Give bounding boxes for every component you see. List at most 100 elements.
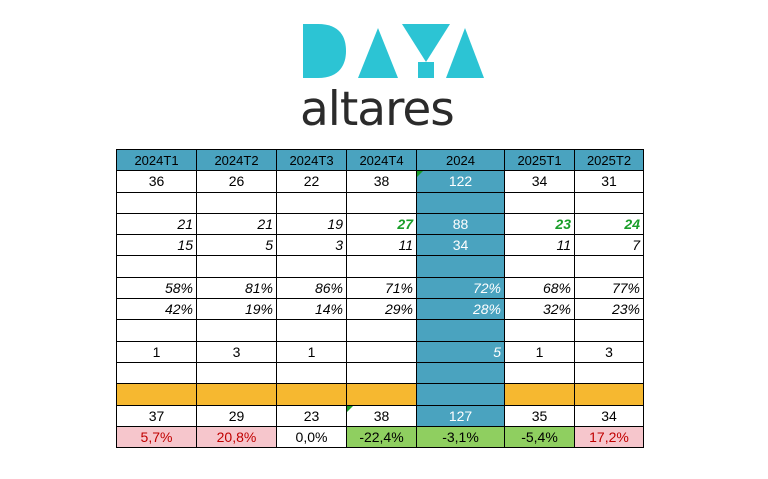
table-cell: 31 xyxy=(574,170,644,193)
header-row: 2024T1 2024T2 2024T3 2024T4 2024 2025T1 … xyxy=(116,148,644,172)
table-cell: 32% xyxy=(504,298,575,321)
table-row xyxy=(116,361,644,385)
table-cell: 3 xyxy=(276,234,347,257)
table-cell-total xyxy=(416,383,505,406)
data-table: 2024T1 2024T2 2024T3 2024T4 2024 2025T1 … xyxy=(116,148,644,449)
table-cell: 19 xyxy=(276,212,347,236)
table-row: 15 5 3 11 34 11 7 xyxy=(116,234,644,257)
table-cell xyxy=(196,319,277,342)
change-cell-neutral: 0,0% xyxy=(276,425,347,449)
table-cell: 68% xyxy=(504,276,575,300)
table-cell-highlight: 27 xyxy=(346,212,417,236)
table-cell: 11 xyxy=(504,234,575,257)
table-cell xyxy=(116,191,197,214)
col-header: 2024T4 xyxy=(346,148,417,172)
table-cell: 58% xyxy=(116,276,197,300)
table-cell-total xyxy=(416,191,505,214)
change-cell-positive: -5,4% xyxy=(504,425,575,449)
table-cell: 34 xyxy=(504,170,575,193)
change-cell-negative: 20,8% xyxy=(196,425,277,449)
table-row: 21 21 19 27 88 23 24 xyxy=(116,212,644,236)
table-cell-total xyxy=(416,361,505,385)
col-header: 2025T2 xyxy=(574,148,644,172)
col-header: 2024T1 xyxy=(116,148,197,172)
table-cell xyxy=(346,340,417,363)
table-cell xyxy=(346,191,417,214)
table-cell: 1 xyxy=(504,340,575,363)
table-cell: 23% xyxy=(574,298,644,321)
col-header: 2025T1 xyxy=(504,148,575,172)
change-cell-positive: -22,4% xyxy=(346,425,417,449)
table-cell xyxy=(504,383,575,406)
table-cell: 21 xyxy=(116,212,197,236)
table-cell: 42% xyxy=(116,298,197,321)
table-cell: 22 xyxy=(276,170,347,193)
table-cell xyxy=(276,255,347,278)
table-row: 58% 81% 86% 71% 72% 68% 77% xyxy=(116,276,644,300)
table-cell xyxy=(276,383,347,406)
table-cell: 15 xyxy=(116,234,197,257)
table-row-change: 5,7% 20,8% 0,0% -22,4% -3,1% -5,4% 17,2% xyxy=(116,425,644,449)
table-cell: 36 xyxy=(116,170,197,193)
table-cell: 34 xyxy=(574,404,644,427)
table-cell: 3 xyxy=(196,340,277,363)
table-cell: 23 xyxy=(276,404,347,427)
table-cell xyxy=(116,361,197,385)
table-cell-total: 122 xyxy=(416,170,505,193)
table-cell: 29% xyxy=(346,298,417,321)
table-cell: 1 xyxy=(276,340,347,363)
table-cell-total: 34 xyxy=(416,234,505,257)
table-cell-total: 88 xyxy=(416,212,505,236)
table-cell: 5 xyxy=(196,234,277,257)
table-row xyxy=(116,319,644,342)
table-cell-total: 72% xyxy=(416,276,505,300)
table-cell: 14% xyxy=(276,298,347,321)
table-cell-highlight: 23 xyxy=(504,212,575,236)
table-cell: 7 xyxy=(574,234,644,257)
table-cell: 3 xyxy=(574,340,644,363)
change-cell-negative: 17,2% xyxy=(574,425,644,449)
table-cell xyxy=(196,361,277,385)
table-cell xyxy=(346,361,417,385)
col-header: 2024T2 xyxy=(196,148,277,172)
table-cell-total: 5 xyxy=(416,340,505,363)
table-row: 1 3 1 5 1 3 xyxy=(116,340,644,363)
table-cell xyxy=(574,191,644,214)
table-cell xyxy=(116,319,197,342)
table-cell xyxy=(574,255,644,278)
data-mark-icon xyxy=(303,24,484,78)
table-cell xyxy=(504,191,575,214)
table-cell: 11 xyxy=(346,234,417,257)
table-row xyxy=(116,191,644,214)
change-cell-positive: -3,1% xyxy=(416,425,505,449)
table-cell: 37 xyxy=(116,404,197,427)
table-cell xyxy=(504,255,575,278)
logo-wordmark: altares xyxy=(300,82,455,137)
table-cell: 86% xyxy=(276,276,347,300)
table-cell xyxy=(574,361,644,385)
table-cell xyxy=(504,361,575,385)
table-cell-total: 28% xyxy=(416,298,505,321)
table-cell-highlight: 24 xyxy=(574,212,644,236)
change-cell-negative: 5,7% xyxy=(116,425,197,449)
table-cell: 29 xyxy=(196,404,277,427)
table-cell xyxy=(276,361,347,385)
table-cell xyxy=(276,319,347,342)
table-cell: 26 xyxy=(196,170,277,193)
table-row: 42% 19% 14% 29% 28% 32% 23% xyxy=(116,298,644,321)
table-cell: 1 xyxy=(116,340,197,363)
table-cell: 38 xyxy=(346,404,417,427)
table-cell: 38 xyxy=(346,170,417,193)
table-row xyxy=(116,255,644,278)
col-header-2024: 2024 xyxy=(416,148,505,172)
table-cell xyxy=(574,319,644,342)
table-cell xyxy=(574,383,644,406)
altares-data-logo: altares xyxy=(300,22,485,137)
table-cell: 77% xyxy=(574,276,644,300)
table-cell xyxy=(196,255,277,278)
table-cell xyxy=(346,319,417,342)
table-cell-total xyxy=(416,255,505,278)
table-cell xyxy=(196,191,277,214)
table-row-orange xyxy=(116,383,644,406)
table-cell: 35 xyxy=(504,404,575,427)
